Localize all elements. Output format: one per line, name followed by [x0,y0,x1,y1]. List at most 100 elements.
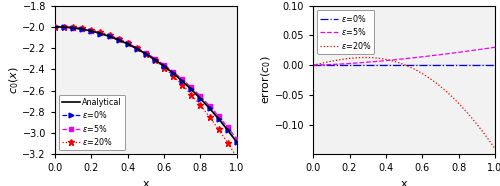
$\varepsilon$=5% [188,86,194,89]
$\varepsilon$=5% [52,26,58,28]
$\varepsilon$=0% [418,64,424,66]
$\varepsilon$=0% [206,107,212,110]
$\varepsilon$=20% [419,72,425,75]
$\varepsilon$=20% [198,104,203,107]
$\varepsilon$=20% [188,94,194,96]
$\varepsilon$=5% [124,42,130,44]
$\varepsilon$=20% [61,26,67,28]
$\varepsilon$=20% [310,64,316,66]
$\varepsilon$=5% [224,126,230,128]
$\varepsilon$=20% [422,74,428,76]
$\varepsilon$=20% [161,67,167,69]
$\varepsilon$=20% [134,47,140,49]
$\varepsilon$=20% [124,42,130,44]
Line: Analytical: Analytical [55,27,237,142]
$\varepsilon$=20% [464,111,470,114]
$\varepsilon$=0% [143,53,149,55]
Analytical [52,26,58,28]
$\varepsilon$=0% [161,65,167,67]
Legend: Analytical, $\varepsilon$=0%, $\varepsilon$=5%, $\varepsilon$=20%: Analytical, $\varepsilon$=0%, $\varepsil… [59,95,125,150]
Analytical [160,65,166,67]
$\varepsilon$=5% [310,64,316,66]
X-axis label: x: x [142,179,149,186]
$\varepsilon$=0% [170,72,176,74]
Legend: $\varepsilon$=0%, $\varepsilon$=5%, $\varepsilon$=20%: $\varepsilon$=0%, $\varepsilon$=5%, $\va… [317,10,374,54]
$\varepsilon$=20% [362,56,368,59]
$\varepsilon$=0% [61,26,67,28]
$\varepsilon$=0% [234,141,240,143]
$\varepsilon$=5% [475,49,481,51]
$\varepsilon$=0% [98,32,103,35]
$\varepsilon$=0% [70,27,76,29]
$\varepsilon$=0% [492,64,498,66]
$\varepsilon$=0% [152,59,158,61]
$\varepsilon$=0% [180,80,186,82]
$\varepsilon$=5% [80,28,86,30]
Analytical [52,26,59,28]
Analytical [164,67,170,69]
$\varepsilon$=5% [418,56,424,58]
$\varepsilon$=20% [476,125,482,128]
Analytical [234,141,240,143]
$\varepsilon$=20% [206,116,212,118]
$\varepsilon$=20% [88,29,94,31]
Y-axis label: $c_0(x)$: $c_0(x)$ [8,66,21,94]
$\varepsilon$=5% [161,64,167,66]
$\varepsilon$=5% [152,57,158,60]
$\varepsilon$=20% [70,26,76,28]
$\varepsilon$=20% [180,84,186,86]
$\varepsilon$=0% [224,129,230,131]
Y-axis label: error($c_0$): error($c_0$) [260,56,273,104]
Analytical [205,106,211,108]
$\varepsilon$=5% [418,56,424,58]
$\varepsilon$=20% [418,72,424,74]
$\varepsilon$=0% [422,64,428,66]
$\varepsilon$=0% [188,88,194,91]
$\varepsilon$=20% [116,38,121,40]
$\varepsilon$=0% [106,35,112,38]
$\varepsilon$=0% [198,97,203,100]
$\varepsilon$=20% [216,128,222,131]
$\varepsilon$=20% [80,27,86,29]
$\varepsilon$=5% [311,64,317,66]
$\varepsilon$=20% [170,75,176,77]
$\varepsilon$=0% [116,39,121,41]
$\varepsilon$=5% [170,70,176,73]
Line: $\varepsilon$=20%: $\varepsilon$=20% [313,57,495,149]
$\varepsilon$=5% [134,47,140,49]
$\varepsilon$=0% [464,64,469,66]
$\varepsilon$=5% [61,26,67,28]
$\varepsilon$=20% [52,26,58,28]
$\varepsilon$=0% [311,64,317,66]
$\varepsilon$=0% [310,64,316,66]
$\varepsilon$=0% [134,48,140,50]
Line: $\varepsilon$=0%: $\varepsilon$=0% [52,24,239,145]
$\varepsilon$=5% [116,38,121,40]
$\varepsilon$=20% [98,31,103,33]
$\varepsilon$=5% [492,46,498,48]
$\varepsilon$=0% [52,26,58,28]
Analytical [217,119,223,121]
$\varepsilon$=20% [234,156,240,158]
$\varepsilon$=5% [88,30,94,32]
$\varepsilon$=0% [88,30,94,32]
$\varepsilon$=5% [198,95,203,97]
$\varepsilon$=5% [98,32,103,34]
$\varepsilon$=5% [143,52,149,54]
$\varepsilon$=5% [234,138,240,140]
Line: $\varepsilon$=5%: $\varepsilon$=5% [313,47,495,65]
$\varepsilon$=20% [311,64,317,66]
$\varepsilon$=5% [180,78,186,80]
$\varepsilon$=0% [475,64,481,66]
$\varepsilon$=0% [124,43,130,45]
$\varepsilon$=20% [492,148,498,150]
$\varepsilon$=20% [224,142,230,144]
$\varepsilon$=5% [70,27,76,29]
$\varepsilon$=20% [143,53,149,55]
Line: $\varepsilon$=5%: $\varepsilon$=5% [53,25,239,141]
$\varepsilon$=5% [422,55,428,58]
$\varepsilon$=0% [216,118,222,120]
$\varepsilon$=5% [206,105,212,107]
$\varepsilon$=20% [106,34,112,36]
$\varepsilon$=5% [106,35,112,37]
